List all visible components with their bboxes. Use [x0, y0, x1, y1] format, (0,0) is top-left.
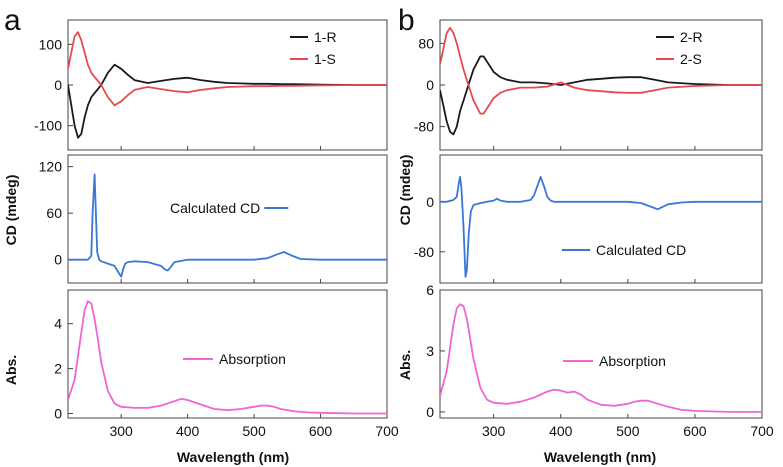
series-line-a-middle-calculated-cd	[68, 173, 387, 278]
legend-item-a-top-0: 1-R	[290, 29, 337, 45]
legend-label-b-top-1: 2-S	[680, 51, 702, 67]
legend-label-a-top-0: 1-R	[314, 29, 337, 45]
legend-item-b-bottom-0: Absorption	[563, 353, 666, 369]
series-line-b-top-2-s	[440, 26, 762, 115]
series-line-a-top-1-s	[68, 31, 387, 107]
xlabel-a: Wavelength (nm)	[177, 449, 289, 465]
ytick-label-b-top-2: -80	[414, 119, 434, 135]
frame-b-middle	[439, 154, 763, 284]
series-line-a-top-1-r	[68, 63, 387, 139]
legend-label-a-bottom-0: Absorption	[219, 351, 286, 367]
ytick-label-b-bottom-2: 0	[426, 404, 434, 420]
subplot-a-middle: 120 60 0 Calculated CD	[39, 154, 388, 284]
series-line-b-bottom-absorption	[440, 303, 762, 413]
series-line-a-bottom-absorption	[68, 300, 387, 415]
ytick-label-b-middle-0: 0	[426, 194, 434, 210]
subplot-a-bottom: 4 2 0 300 400 500 600 700 Absorption	[54, 289, 399, 439]
legend-item-b-top-0: 2-R	[656, 29, 703, 45]
series-line-b-middle-calculated-cd	[440, 175, 762, 278]
cd-ylabel-a: CD (mdeg)	[3, 175, 19, 246]
frame-a-bottom	[67, 289, 388, 419]
ytick-label-b-bottom-1: 3	[426, 343, 434, 359]
xtick-label-a-2: 500	[242, 423, 266, 439]
xtick-label-a-1: 400	[176, 423, 200, 439]
abs-ylabel-a: Abs.	[3, 355, 19, 385]
panel-letter-a: a	[4, 4, 21, 37]
ytick-label-a-bottom-1: 2	[54, 361, 62, 377]
subplot-b-middle: 0 -80 Calculated CD	[414, 154, 763, 284]
legend-label-b-middle-0: Calculated CD	[596, 242, 686, 258]
xtick-label-a-3: 600	[309, 423, 333, 439]
ytick-label-a-top-0: 100	[39, 36, 63, 52]
abs-ylabel-b: Abs.	[397, 350, 413, 380]
xtick-label-b-0: 300	[482, 423, 506, 439]
subplot-b-bottom: 6 3 0 300 400 500 600 700 Absorption	[426, 282, 774, 439]
ytick-label-b-bottom-0: 6	[426, 282, 434, 298]
ytick-label-a-top-2: -100	[34, 118, 62, 134]
legend-item-a-bottom-0: Absorption	[183, 351, 286, 367]
series-line-b-top-2-r	[440, 55, 762, 136]
ytick-label-a-middle-1: 60	[46, 205, 62, 221]
frame-b-bottom	[439, 289, 763, 419]
subplot-a-top: 100 0 -100 1-R 1-S	[34, 19, 388, 151]
ytick-label-a-middle-0: 120	[39, 159, 63, 175]
ytick-label-a-bottom-2: 0	[54, 406, 62, 422]
ytick-label-b-top-0: 80	[418, 35, 434, 51]
frame-a-middle	[67, 154, 388, 284]
xlabel-b: Wavelength (nm)	[544, 449, 656, 465]
xtick-label-a-0: 300	[109, 423, 133, 439]
ytick-label-a-bottom-0: 4	[54, 316, 62, 332]
xtick-label-a-4: 700	[375, 423, 399, 439]
ytick-label-b-top-1: 0	[426, 77, 434, 93]
cd-ylabel-b: CD (mdeg)	[397, 155, 413, 226]
ytick-label-a-middle-2: 0	[54, 252, 62, 268]
legend-item-b-top-1: 2-S	[656, 51, 702, 67]
legend-item-a-top-1: 1-S	[290, 51, 336, 67]
legend-label-a-middle-0: Calculated CD	[170, 200, 260, 216]
xtick-label-b-4: 700	[750, 423, 774, 439]
legend-label-b-bottom-0: Absorption	[599, 353, 666, 369]
legend-label-a-top-1: 1-S	[314, 51, 336, 67]
subplot-b-top: 80 0 -80 2-R 2-S	[414, 19, 763, 151]
legend-item-b-middle-0: Calculated CD	[562, 242, 686, 258]
ytick-label-a-top-1: 0	[54, 77, 62, 93]
xtick-label-b-2: 500	[616, 423, 640, 439]
ytick-label-b-middle-1: -80	[414, 244, 434, 260]
xtick-label-b-3: 600	[683, 423, 707, 439]
xtick-label-b-1: 400	[549, 423, 573, 439]
panel-letter-b: b	[398, 4, 415, 37]
legend-item-a-middle-0: Calculated CD	[170, 200, 289, 216]
legend-label-b-top-0: 2-R	[680, 29, 703, 45]
